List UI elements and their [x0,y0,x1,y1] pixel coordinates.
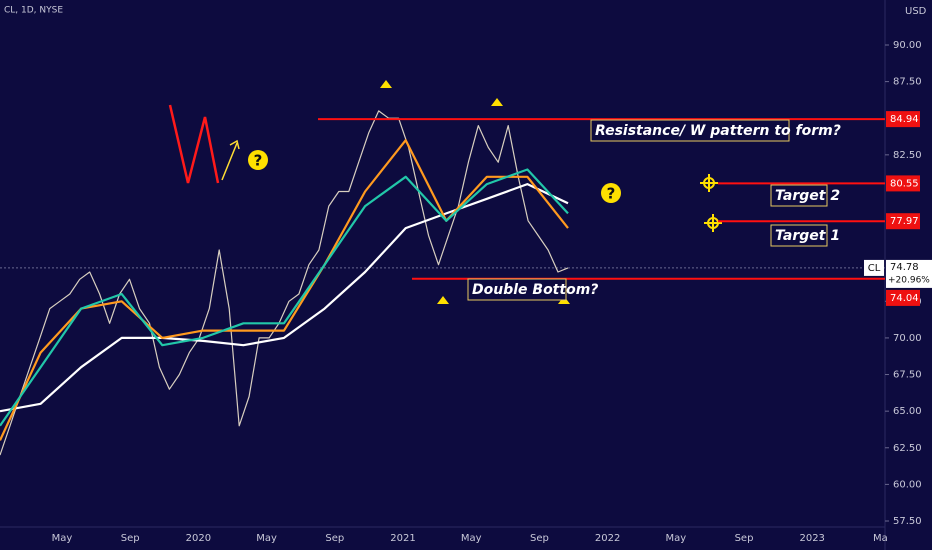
price-label-box [886,259,932,288]
triangle [491,98,503,106]
question-badge [248,150,268,170]
price-label: 80.55 [890,178,919,189]
question-mark: ? [254,152,263,170]
price-label-box [886,111,920,128]
x-tick-label: Sep [735,533,754,544]
chart-title: CL, 1D, NYSE [4,6,63,16]
y-tick-label: 82.50 [893,150,922,161]
price-label: 77.97 [890,216,919,227]
x-tick-label: May [52,533,73,544]
x-tick-label: Sep [530,533,549,544]
note: Target 1 [775,228,840,244]
x-tick-label: May [461,533,482,544]
x-tick-label: 2020 [186,533,211,544]
y-tick-label: 62.50 [893,443,922,454]
unit-label: USD [905,6,927,17]
triangle [437,296,449,304]
note-box [590,119,790,142]
triangle [380,80,392,88]
y-tick-label: 70.00 [893,333,922,344]
price-line [0,110,569,456]
y-tick-label: 67.50 [893,370,922,381]
arrow [221,142,238,181]
price-label: 74.04 [890,293,919,304]
x-tick-label: May [256,533,277,544]
w-sketch [168,104,220,184]
question-badge [601,183,621,203]
y-tick-label: 57.50 [893,516,922,527]
change-label: +20.96% [888,275,930,285]
x-tick-label: May [665,533,686,544]
y-tick-label: 90.00 [893,40,922,51]
symbol-label: CL [868,263,881,274]
price-label: 74.78 [890,262,919,273]
target-icon [700,174,722,232]
y-tick-label: 65.00 [893,406,922,417]
note: Double Bottom? [472,282,598,298]
x-tick-label: 2022 [595,533,620,544]
moving-average [0,139,569,441]
price-label-box [886,213,920,230]
moving-average [0,183,569,413]
question-mark: ? [607,185,616,203]
x-tick-label: 2021 [390,533,415,544]
x-tick-label: Sep [325,533,344,544]
symbol-box [864,259,884,276]
note-box [770,184,828,207]
arrow-head [229,139,240,150]
moving-average [0,168,569,427]
note: Resistance/ W pattern to form? [595,123,841,139]
note-box [770,224,828,247]
y-tick-label: 87.50 [893,77,922,88]
price-label-box [886,175,920,192]
note-box [467,278,567,301]
price-label: 84.94 [890,114,919,125]
y-tick-label: 60.00 [893,479,922,490]
x-tick-label: 2023 [799,533,824,544]
price-label-box [886,289,920,306]
note: Target 2 [775,188,840,204]
x-tick-label: Sep [121,533,140,544]
x-tick-label: Ma [873,533,888,544]
